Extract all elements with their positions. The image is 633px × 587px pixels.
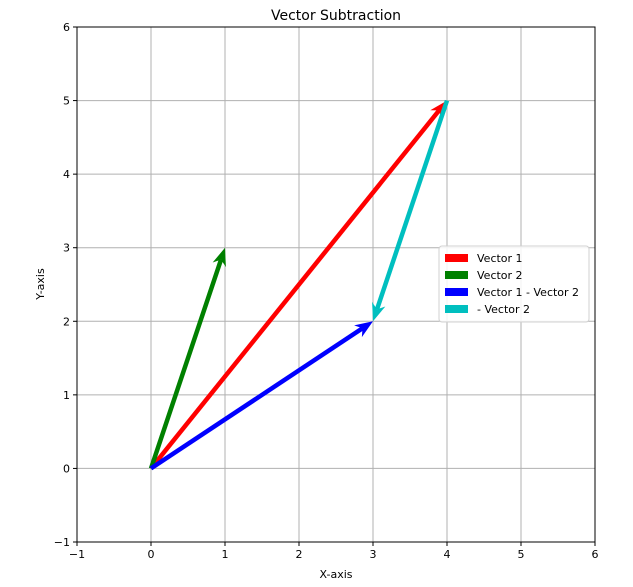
legend-item: Vector 1: [445, 252, 523, 265]
y-tick-label: 4: [63, 168, 70, 181]
vector-shaft: [149, 326, 364, 471]
y-tick-label: 6: [63, 21, 70, 34]
vector-head: [354, 321, 373, 338]
x-tick-label: 1: [222, 548, 229, 561]
x-tick-label: 0: [148, 548, 155, 561]
axis-ticks: −1 0 1 2 3 4 5 6 −1 0 1 2 3 4 5 6: [54, 21, 599, 561]
plot-frame: [76, 26, 596, 543]
vector-head: [212, 247, 226, 268]
vector-arrow-2: [148, 247, 226, 470]
x-tick-label: 2: [296, 548, 303, 561]
vector-arrow-3: [149, 321, 373, 471]
y-tick-label: 2: [63, 315, 70, 328]
legend-item: - Vector 2: [445, 303, 530, 316]
vector-arrow-4: [372, 99, 450, 322]
legend-label: Vector 1: [477, 252, 523, 265]
y-tick-label: 5: [63, 95, 70, 108]
vector-head: [372, 301, 386, 322]
chart-title: Vector Subtraction: [271, 8, 401, 24]
legend-swatch: [445, 271, 468, 279]
legend-label: - Vector 2: [477, 303, 530, 316]
vector-shaft: [374, 99, 450, 311]
legend-item: Vector 2: [445, 269, 523, 282]
x-tick-label: 4: [444, 548, 451, 561]
vector-arrows: [148, 99, 450, 471]
legend-item: Vector 1 - Vector 2: [445, 286, 579, 299]
y-tick-label: 1: [63, 389, 70, 402]
legend-swatch: [445, 254, 468, 262]
y-tick-label: −1: [54, 536, 70, 549]
y-axis-label: Y-axis: [34, 268, 47, 301]
y-tick-label: 3: [63, 242, 70, 255]
legend-swatch: [445, 305, 468, 313]
vector-arrow-1: [149, 100, 447, 470]
legend: Vector 1 Vector 2 Vector 1 - Vector 2 - Vec…: [438, 245, 590, 323]
vector-shaft: [148, 258, 224, 470]
x-tick-label: −1: [69, 548, 85, 561]
x-tick-label: 6: [592, 548, 599, 561]
x-tick-label: 3: [370, 548, 377, 561]
legend-label: Vector 2: [477, 269, 523, 282]
legend-box: [438, 245, 590, 323]
x-tick-label: 5: [518, 548, 525, 561]
x-axis-label: X-axis: [320, 568, 353, 581]
y-tick-label: 0: [63, 462, 70, 475]
legend-swatch: [445, 288, 468, 296]
vector-shaft: [149, 108, 441, 470]
legend-label: Vector 1 - Vector 2: [477, 286, 579, 299]
vector-head: [430, 100, 447, 119]
